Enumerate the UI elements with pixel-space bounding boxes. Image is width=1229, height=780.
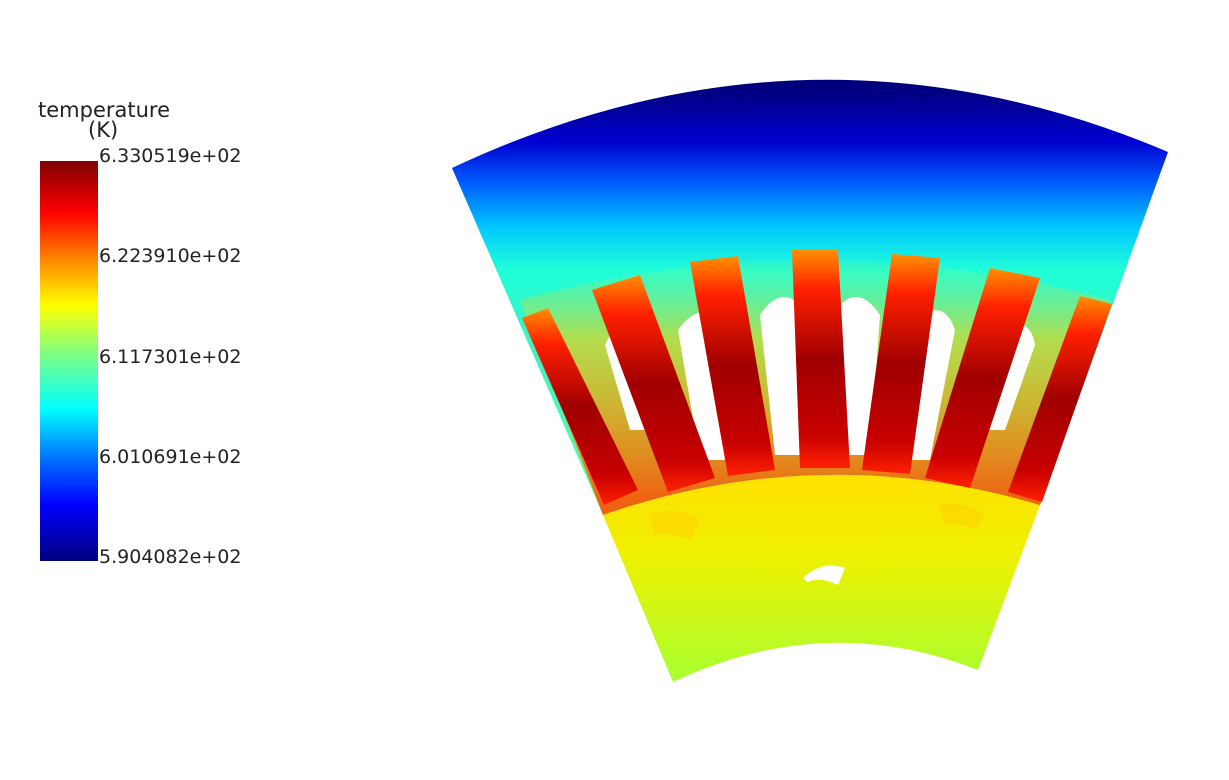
colorbar: [40, 161, 98, 561]
coil-3: [690, 256, 775, 476]
coil-7: [1008, 296, 1112, 502]
legend-title: temperature (K): [38, 98, 208, 142]
tick-label-2: 6.223910e+02: [99, 245, 242, 267]
rotor-cutout: [803, 565, 845, 585]
legend-title-line2: (K): [88, 118, 119, 142]
coil-4: [792, 250, 850, 468]
tick-label-4: 6.010691e+02: [99, 446, 242, 468]
coil-1: [522, 308, 638, 505]
stator-coils: [522, 250, 1112, 505]
coil-2: [592, 275, 715, 492]
coil-5: [862, 254, 940, 474]
coil-6: [925, 268, 1040, 488]
tick-label-3: 6.117301e+02: [99, 346, 242, 368]
legend-title-line1: temperature: [38, 98, 170, 122]
rotor-pockets: [650, 503, 985, 540]
tick-label-min: 5.904082e+02: [99, 546, 242, 568]
tick-label-max: 6.330519e+02: [99, 145, 242, 167]
